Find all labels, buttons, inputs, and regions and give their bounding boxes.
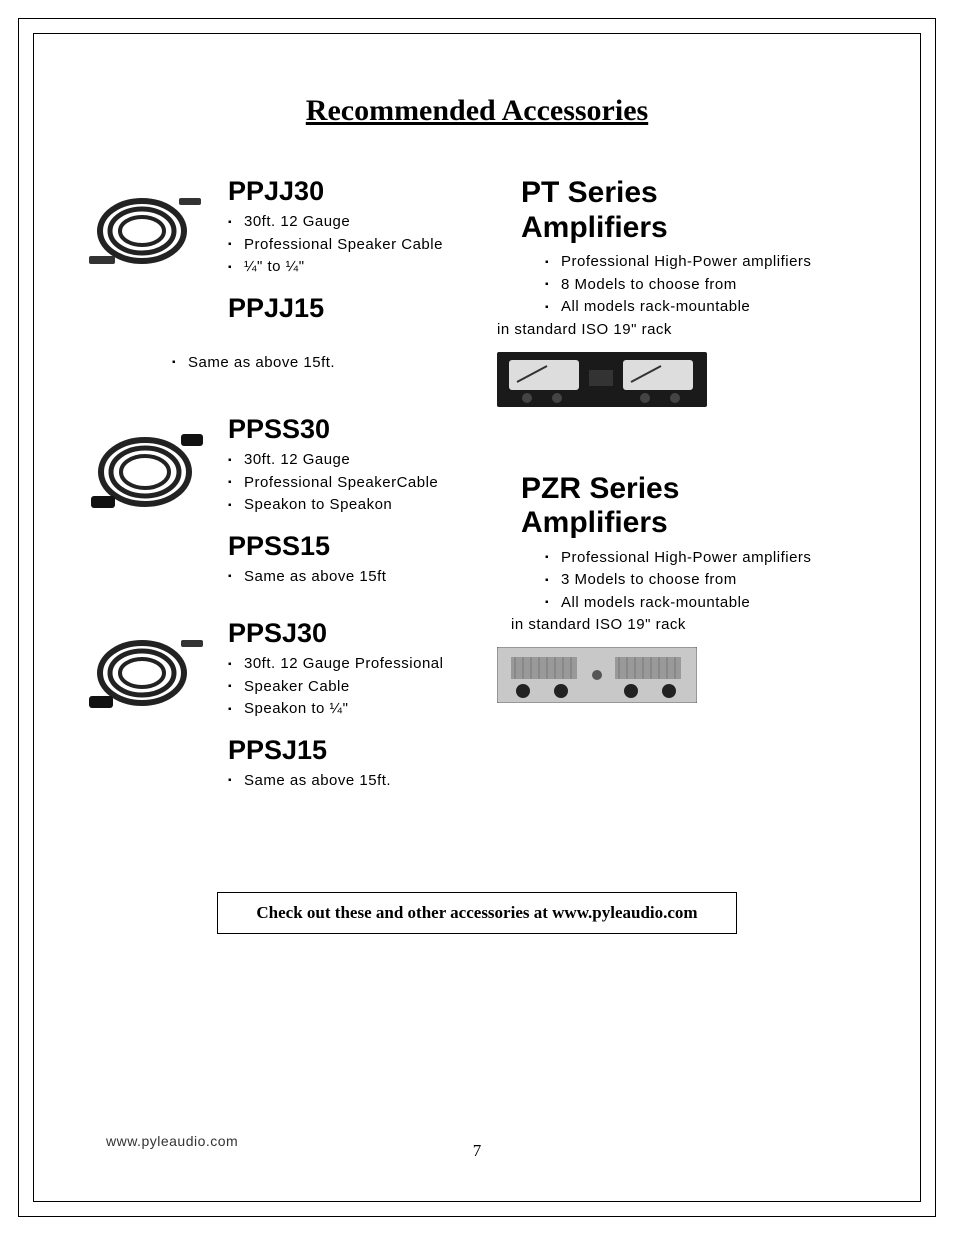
amplifier-icon (497, 352, 707, 407)
pt-series-block: PT Series Amplifiers Professional High-P… (497, 176, 872, 412)
list-item: All models rack-mountable (545, 592, 872, 615)
ppss30-title: PPSS30 (228, 414, 457, 445)
ppsj30-image (82, 618, 212, 718)
pt-title-line1: PT Series (521, 176, 658, 209)
pzr-title-line1: PZR Series (521, 472, 679, 505)
cable-icon (87, 424, 207, 519)
pt-bullets: Professional High-Power amplifiers 8 Mod… (497, 251, 872, 319)
pt-title-line2: Amplifiers (521, 211, 668, 244)
ppsj15-title: PPSJ15 (228, 735, 457, 766)
list-item: Professional Speaker Cable (228, 234, 457, 257)
list-item: ¼" to ¼" (228, 256, 457, 279)
pzr-series-title: PZR Series Amplifiers (497, 472, 872, 541)
columns: PPJJ30 30ft. 12 Gauge Professional Speak… (82, 176, 872, 822)
pt-note: in standard ISO 19" rack (497, 321, 872, 338)
ppsj15-bullets: Same as above 15ft. (228, 770, 457, 793)
ppss30-bullets: 30ft. 12 Gauge Professional SpeakerCable… (228, 449, 457, 517)
list-item: 8 Models to choose from (545, 274, 872, 297)
list-item: 30ft. 12 Gauge Professional (228, 653, 457, 676)
pt-amp-image (497, 352, 872, 412)
list-item: Professional High-Power amplifiers (545, 251, 872, 274)
cable-icon (87, 628, 207, 718)
list-item: Professional High-Power amplifiers (545, 547, 872, 570)
list-item: All models rack-mountable (545, 296, 872, 319)
right-column: PT Series Amplifiers Professional High-P… (497, 176, 872, 822)
pzr-amp-image (497, 647, 872, 708)
outer-frame: Recommended Accessories PPJJ30 (18, 18, 936, 1217)
ppsj-block: PPSJ30 30ft. 12 Gauge Professional Speak… (82, 618, 457, 792)
list-item: Same as above 15ft. (172, 352, 457, 375)
list-item: Same as above 15ft. (228, 770, 457, 793)
callout-box: Check out these and other accessories at… (217, 892, 737, 934)
pzr-note: in standard ISO 19" rack (497, 616, 872, 633)
left-column: PPJJ30 30ft. 12 Gauge Professional Speak… (82, 176, 457, 822)
ppjj-block: PPJJ30 30ft. 12 Gauge Professional Speak… (82, 176, 457, 328)
list-item: Professional SpeakerCable (228, 472, 457, 495)
pt-series-title: PT Series Amplifiers (497, 176, 872, 245)
ppss30-image (82, 414, 212, 519)
ppjj15-bullets: Same as above 15ft. (82, 352, 457, 375)
footer-url: www.pyleaudio.com (106, 1133, 238, 1149)
list-item: Speakon to Speakon (228, 494, 457, 517)
pzr-title-line2: Amplifiers (521, 506, 668, 539)
page-title: Recommended Accessories (82, 94, 872, 128)
list-item: Same as above 15ft (228, 566, 457, 589)
list-item: 30ft. 12 Gauge (228, 449, 457, 472)
list-item: Speaker Cable (228, 676, 457, 699)
pzr-bullets: Professional High-Power amplifiers 3 Mod… (497, 547, 872, 615)
ppss15-bullets: Same as above 15ft (228, 566, 457, 589)
page-number: 7 (473, 1141, 482, 1161)
list-item: Speakon to ¼" (228, 698, 457, 721)
list-item: 30ft. 12 Gauge (228, 211, 457, 234)
ppjj30-bullets: 30ft. 12 Gauge Professional Speaker Cabl… (228, 211, 457, 279)
ppss-block: PPSS30 30ft. 12 Gauge Professional Speak… (82, 414, 457, 588)
list-item: 3 Models to choose from (545, 569, 872, 592)
ppsj30-bullets: 30ft. 12 Gauge Professional Speaker Cabl… (228, 653, 457, 721)
ppjj30-title: PPJJ30 (228, 176, 457, 207)
inner-frame: Recommended Accessories PPJJ30 (33, 33, 921, 1202)
cable-icon (87, 186, 207, 276)
ppss15-title: PPSS15 (228, 531, 457, 562)
pzr-series-block: PZR Series Amplifiers Professional High-… (497, 472, 872, 709)
ppjj15-title: PPJJ15 (228, 293, 457, 324)
ppsj30-title: PPSJ30 (228, 618, 457, 649)
ppjj30-image (82, 176, 212, 276)
amplifier-icon (497, 647, 697, 703)
